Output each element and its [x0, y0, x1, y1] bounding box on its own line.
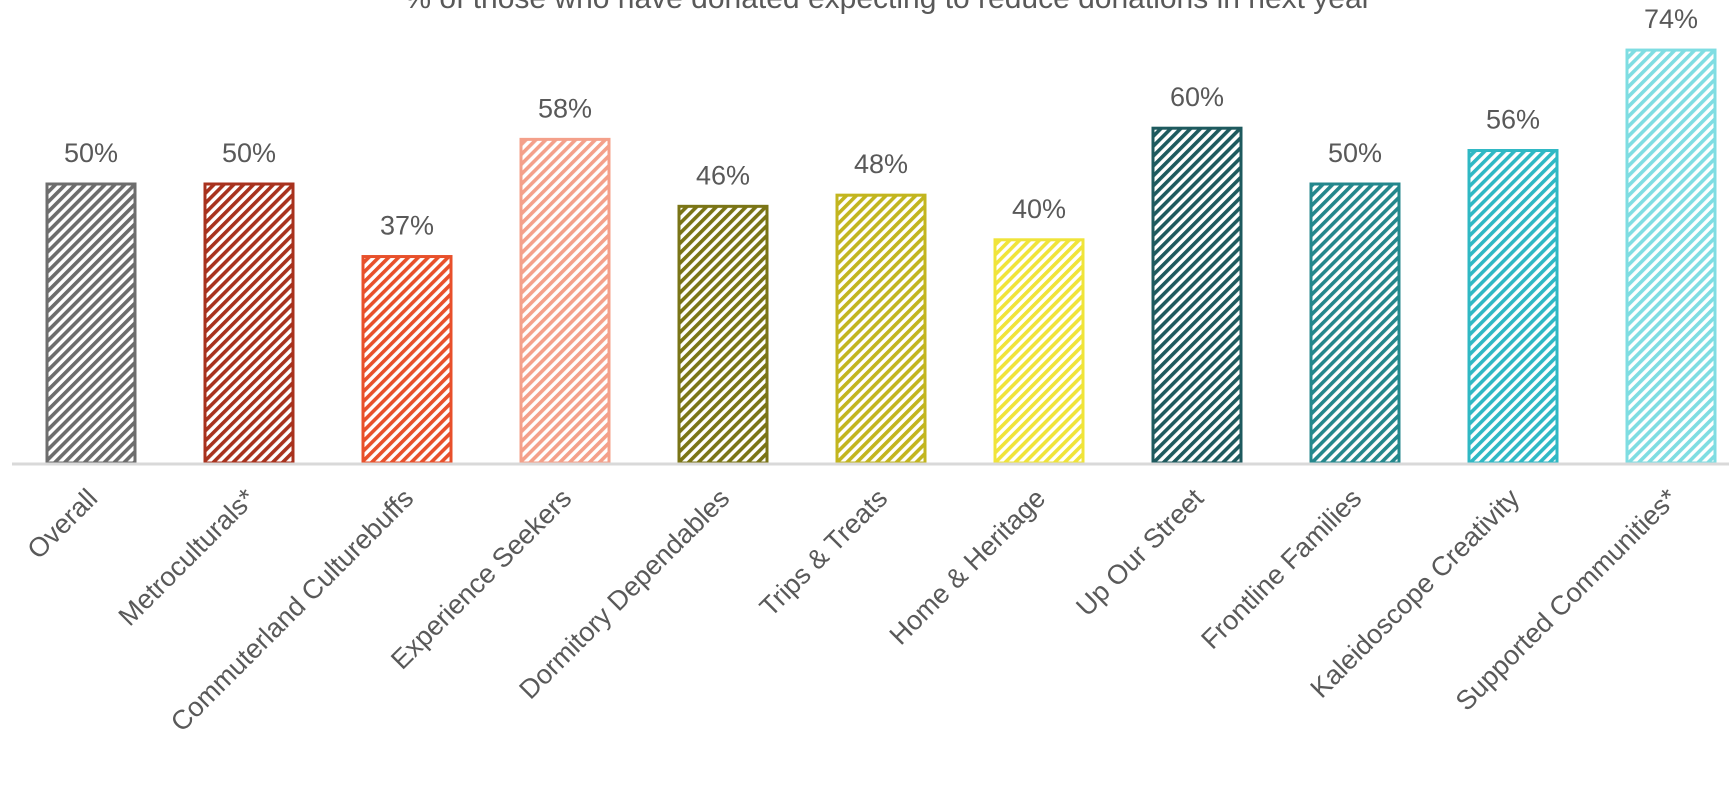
category-label-experience-seekers: Experience Seekers: [385, 483, 577, 675]
chart-title: % of those who have donated expecting to…: [404, 0, 1371, 15]
bar-up-our-street: [1151, 126, 1243, 465]
data-label-kaleidoscope-creativity: 56%: [1486, 105, 1540, 135]
category-label-frontline-families: Frontline Families: [1195, 483, 1367, 655]
data-label-home-heritage: 40%: [1012, 194, 1066, 224]
bar-frontline-families: [1309, 182, 1401, 465]
data-label-frontline-families: 50%: [1328, 138, 1382, 168]
data-label-dormitory-dependables: 46%: [696, 160, 750, 190]
bar-overall: [45, 182, 137, 465]
data-label-supported-communities: 74%: [1644, 4, 1698, 34]
data-label-up-our-street: 60%: [1170, 82, 1224, 112]
data-label-trips-treats: 48%: [854, 149, 908, 179]
bar-supported-communities: [1625, 48, 1717, 465]
bar-dormitory-dependables: [677, 204, 769, 465]
bar-experience-seekers: [519, 137, 611, 465]
bar-home-heritage: [993, 238, 1085, 465]
bar-metroculturals: [203, 182, 295, 465]
data-label-overall: 50%: [64, 138, 118, 168]
category-label-home-heritage: Home & Heritage: [884, 483, 1052, 651]
data-label-metroculturals: 50%: [222, 138, 276, 168]
bar-commuterland-culturebuffs: [361, 255, 453, 465]
data-labels-layer: 50% 50% 37% 58% 46% 48% 40% 60% 50% 56% 74%: [64, 4, 1698, 240]
bar-trips-treats: [835, 193, 927, 465]
bars-layer: [45, 48, 1717, 465]
category-label-trips-treats: Trips & Treats: [754, 483, 893, 622]
category-labels-layer: Overall Metroculturals*Commuterland Cultu…: [22, 483, 1684, 738]
bar-kaleidoscope-creativity: [1467, 149, 1559, 465]
category-label-overall: Overall: [22, 483, 104, 565]
data-label-experience-seekers: 58%: [538, 93, 592, 123]
data-label-commuterland-culturebuffs: 37%: [380, 211, 434, 241]
category-label-up-our-street: Up Our Street: [1070, 483, 1209, 622]
category-label-metroculturals: Metroculturals*: [113, 483, 262, 632]
